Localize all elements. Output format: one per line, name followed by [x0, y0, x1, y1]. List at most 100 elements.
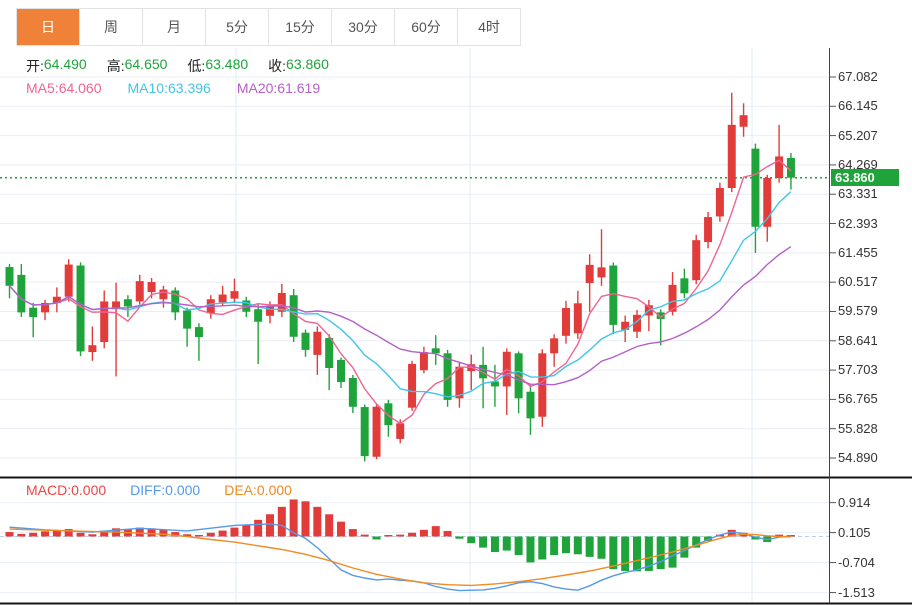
candle-body [360, 407, 369, 457]
candle-body [633, 314, 642, 332]
macd-bar [135, 527, 144, 537]
macd-bar [514, 536, 523, 556]
current-price-tag: 63.860 [831, 169, 899, 187]
candle-body [171, 290, 180, 313]
macd-bar [17, 533, 26, 537]
main-axis-label: 56.765 [838, 391, 878, 407]
ma20-line [8, 246, 792, 386]
diff-label: DIFF: [130, 482, 166, 498]
candle-body [526, 391, 535, 419]
candle-body [348, 378, 357, 407]
macd-bar [408, 532, 417, 537]
macd-bar [502, 536, 511, 551]
tab-month[interactable]: 月 [143, 9, 206, 45]
open-value: 64.490 [43, 56, 87, 72]
tab-week[interactable]: 周 [80, 9, 143, 45]
macd-bar [348, 529, 357, 537]
macd-bar [372, 536, 381, 540]
macd-bar [325, 514, 334, 537]
macd-bar [775, 534, 784, 537]
macd-bar [254, 519, 263, 537]
macd-bar [751, 536, 760, 540]
candle-body [76, 265, 85, 352]
macd-bar [218, 530, 227, 537]
macd-bar [573, 536, 582, 555]
candle-body [218, 294, 227, 303]
candle-body [159, 289, 168, 300]
low-label: 低: [187, 58, 206, 74]
macd-bar [206, 532, 215, 537]
macd-bar [585, 536, 594, 557]
candle-body [775, 156, 784, 178]
macd-bar [29, 532, 38, 537]
tab-60min[interactable]: 60分 [395, 9, 458, 45]
candle-body [538, 353, 547, 417]
main-axis-label: 57.703 [838, 362, 878, 378]
macd-bar [704, 536, 713, 541]
macd-axis-label: -1.513 [838, 584, 875, 600]
candle-body [786, 158, 795, 178]
candle-body [396, 423, 405, 439]
candle-body [17, 274, 26, 313]
macd-bar [171, 532, 180, 537]
high-value: 64.650 [124, 56, 168, 72]
low-value: 63.480 [205, 56, 249, 72]
candle-body [100, 301, 109, 343]
macd-bar [277, 506, 286, 537]
candle-body [455, 366, 464, 399]
macd-bar [526, 536, 535, 563]
macd-bar [692, 536, 701, 548]
main-axis-label: 66.145 [838, 98, 878, 114]
tab-15min[interactable]: 15分 [269, 9, 332, 45]
ohlc-readout: 开: 64.490 高: 64.650 低: 63.480 收: 63.860 [26, 56, 329, 76]
candle-body [230, 291, 239, 299]
open-label: 开: [26, 58, 44, 74]
macd-bar [384, 535, 393, 537]
candle-body [41, 303, 50, 313]
ma-readout: MA5: 64.060 MA10: 63.396 MA20: 61.619 [26, 80, 320, 96]
candle-body [265, 305, 274, 316]
tab-5min[interactable]: 5分 [206, 9, 269, 45]
macd-bar [490, 536, 499, 553]
tab-day[interactable]: 日 [17, 9, 80, 45]
ma20-label: MA20: [236, 80, 278, 96]
candle-body [727, 124, 736, 188]
macd-axis-label: 0.914 [838, 494, 871, 510]
macd-bar [656, 536, 665, 570]
main-axis-label: 65.207 [838, 127, 878, 143]
candle-body [656, 312, 665, 319]
macd-bar [431, 526, 440, 537]
macd-bar [621, 536, 630, 571]
main-axis-label: 61.455 [838, 244, 878, 260]
macd-bar [242, 524, 251, 537]
candle-body [609, 265, 618, 325]
macd-axis-label: 0.105 [838, 524, 871, 540]
macd-bar [455, 536, 464, 539]
macd-bar [289, 499, 298, 537]
macd-bar [467, 536, 476, 544]
macd-bar [396, 534, 405, 537]
tab-30min[interactable]: 30分 [332, 9, 395, 45]
candle-body [384, 403, 393, 426]
candle-body [704, 217, 713, 243]
macd-bar [76, 532, 85, 537]
tab-4hour[interactable]: 4时 [458, 9, 520, 45]
candle-body [561, 308, 570, 336]
candle-body [88, 345, 97, 353]
macd-bar [337, 521, 346, 537]
main-axis-label: 63.331 [838, 186, 878, 202]
candle-body [668, 284, 677, 312]
candle-body [277, 293, 286, 312]
macd-bar [5, 532, 14, 537]
candle-body [183, 310, 192, 329]
candle-body [52, 296, 61, 303]
candle-body [194, 327, 203, 338]
macd-bar [52, 530, 61, 537]
macd-bar [159, 529, 168, 537]
macd-bar [147, 528, 156, 537]
candle-body [289, 295, 298, 337]
candle-body [419, 352, 428, 371]
candle-body [254, 309, 263, 322]
candle-body [325, 338, 334, 368]
